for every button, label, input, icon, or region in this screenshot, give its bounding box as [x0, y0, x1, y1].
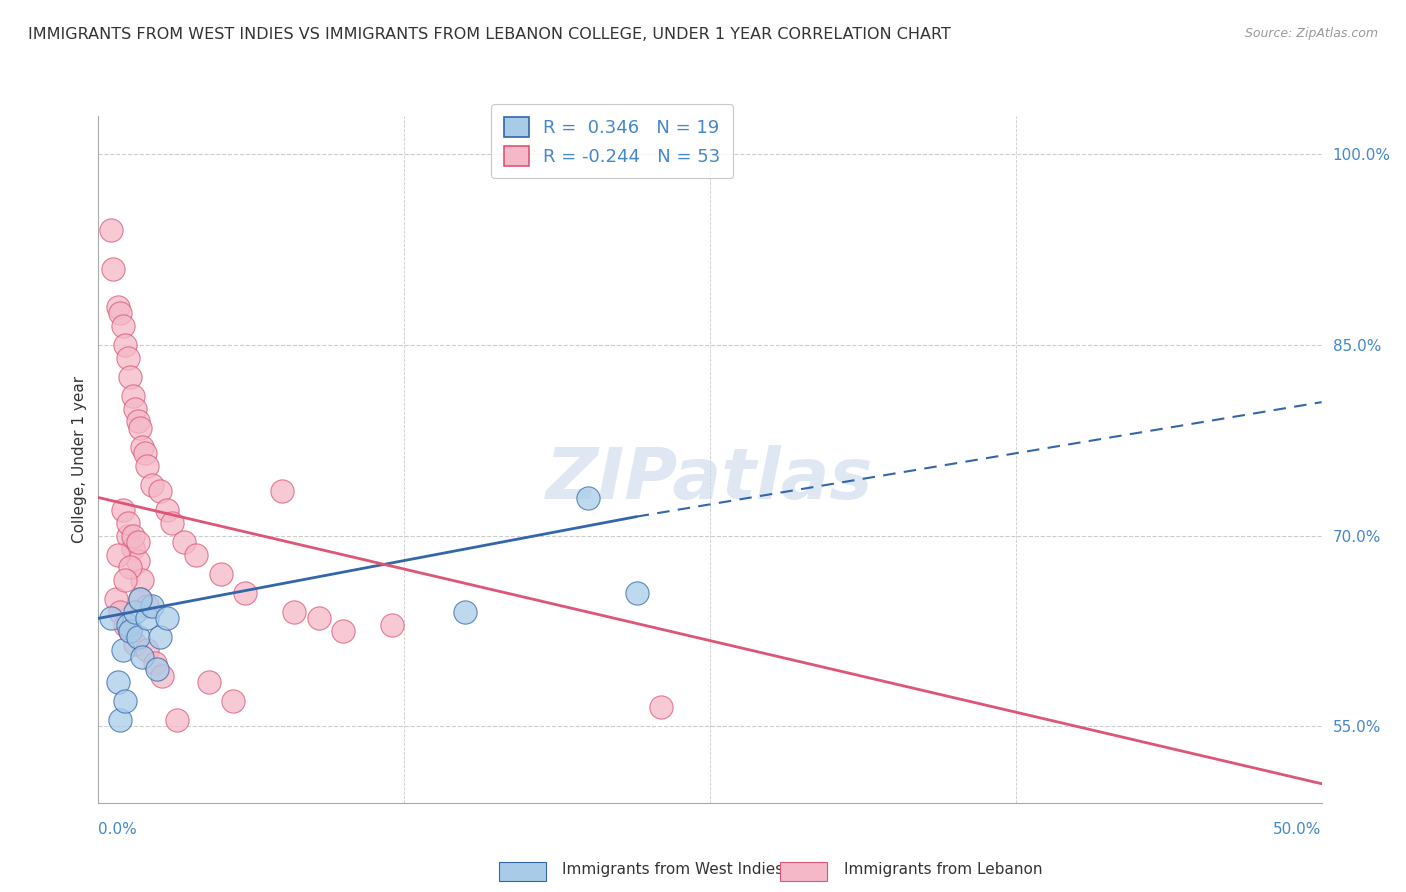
- Point: [166, 713, 188, 727]
- Point: [136, 599, 159, 613]
- Point: [114, 617, 136, 632]
- Point: [129, 592, 152, 607]
- Point: [107, 675, 129, 690]
- Point: [127, 535, 149, 549]
- Point: [131, 440, 153, 454]
- Point: [576, 491, 599, 505]
- Point: [117, 351, 139, 365]
- Point: [270, 484, 294, 499]
- Legend: R =  0.346   N = 19, R = -0.244   N = 53: R = 0.346 N = 19, R = -0.244 N = 53: [491, 104, 734, 178]
- Point: [124, 605, 146, 619]
- Point: [209, 566, 232, 581]
- Point: [222, 694, 245, 708]
- Point: [127, 554, 149, 568]
- Point: [117, 617, 139, 632]
- Point: [110, 306, 132, 320]
- Point: [141, 478, 163, 492]
- Point: [131, 573, 153, 587]
- Point: [114, 573, 136, 587]
- Point: [107, 548, 129, 562]
- Point: [160, 516, 183, 530]
- Point: [114, 338, 136, 352]
- Text: 50.0%: 50.0%: [1274, 822, 1322, 837]
- Point: [129, 420, 152, 434]
- Point: [136, 458, 159, 473]
- Text: IMMIGRANTS FROM WEST INDIES VS IMMIGRANTS FROM LEBANON COLLEGE, UNDER 1 YEAR COR: IMMIGRANTS FROM WEST INDIES VS IMMIGRANT…: [28, 27, 950, 42]
- Text: Immigrants from Lebanon: Immigrants from Lebanon: [844, 863, 1042, 877]
- Point: [120, 369, 142, 384]
- Point: [120, 624, 142, 638]
- Point: [121, 389, 143, 403]
- Point: [233, 586, 256, 600]
- Point: [650, 700, 672, 714]
- Point: [136, 611, 159, 625]
- Point: [111, 503, 134, 517]
- Point: [143, 656, 166, 670]
- Point: [104, 592, 127, 607]
- Text: 0.0%: 0.0%: [98, 822, 138, 837]
- Point: [110, 713, 132, 727]
- Point: [129, 592, 152, 607]
- Text: Source: ZipAtlas.com: Source: ZipAtlas.com: [1244, 27, 1378, 40]
- Point: [173, 535, 195, 549]
- Point: [124, 637, 146, 651]
- Point: [149, 631, 172, 645]
- Point: [134, 446, 156, 460]
- Point: [146, 662, 169, 676]
- Point: [101, 261, 124, 276]
- Point: [117, 529, 139, 543]
- Y-axis label: College, Under 1 year: College, Under 1 year: [72, 376, 87, 543]
- Point: [124, 401, 146, 416]
- Point: [150, 668, 173, 682]
- Point: [120, 560, 142, 574]
- Point: [156, 611, 179, 625]
- Point: [127, 631, 149, 645]
- Point: [283, 605, 305, 619]
- Point: [100, 223, 122, 237]
- Point: [114, 694, 136, 708]
- Point: [121, 541, 143, 556]
- Point: [136, 643, 159, 657]
- Point: [131, 649, 153, 664]
- Point: [121, 529, 143, 543]
- Point: [197, 675, 219, 690]
- Point: [454, 605, 477, 619]
- Point: [110, 605, 132, 619]
- Point: [117, 516, 139, 530]
- Point: [111, 318, 134, 333]
- Point: [308, 611, 330, 625]
- Text: ZIPatlas: ZIPatlas: [547, 445, 873, 515]
- Point: [127, 414, 149, 428]
- Point: [100, 611, 122, 625]
- Point: [141, 599, 163, 613]
- Point: [186, 548, 208, 562]
- Point: [149, 484, 172, 499]
- Point: [156, 503, 179, 517]
- Point: [381, 617, 404, 632]
- Point: [626, 586, 648, 600]
- Point: [332, 624, 354, 638]
- Text: Immigrants from West Indies: Immigrants from West Indies: [562, 863, 783, 877]
- Point: [111, 643, 134, 657]
- Point: [120, 624, 142, 638]
- Point: [107, 300, 129, 314]
